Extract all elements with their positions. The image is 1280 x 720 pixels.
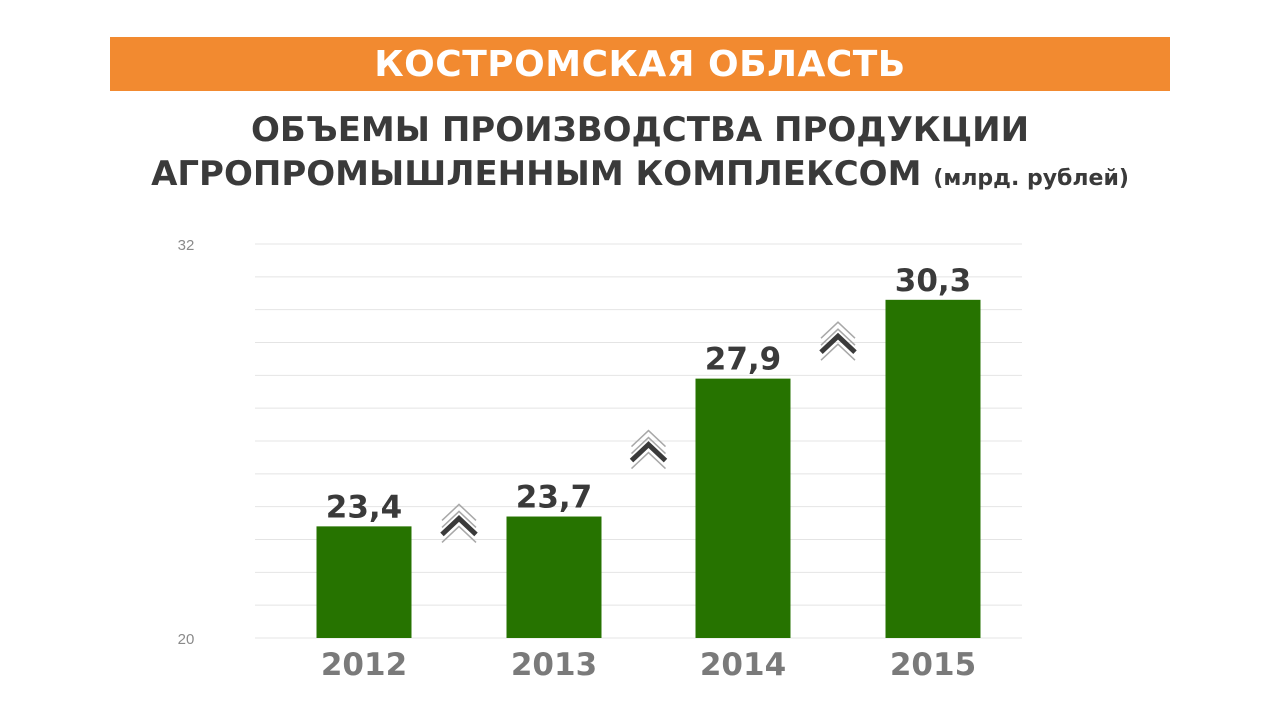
category-label: 2013	[511, 647, 597, 683]
chevron-stroke	[820, 321, 856, 339]
chevron-stroke	[441, 503, 477, 521]
chart-title-line2: АГРОПРОМЫШЛЕННЫМ КОМПЛЕКСОМ	[151, 154, 922, 194]
double-chevron-up-icon	[819, 321, 857, 361]
chevron-stroke	[819, 332, 857, 355]
chevron-stroke	[820, 328, 856, 346]
region-banner: КОСТРОМСКАЯ ОБЛАСТЬ	[110, 37, 1170, 91]
bar-2015	[885, 299, 981, 638]
chevron-stroke	[440, 515, 478, 537]
category-label: 2012	[321, 647, 407, 683]
double-chevron-up-icon	[629, 429, 668, 470]
chart-title: ОБЪЕМЫ ПРОИЗВОДСТВА ПРОДУКЦИИ АГРОПРОМЫШ…	[0, 108, 1280, 201]
chevron-stroke	[630, 451, 667, 470]
y-tick-label: 20	[178, 631, 195, 648]
double-chevron-up-icon	[440, 503, 478, 543]
value-label: 30,3	[895, 263, 972, 299]
chevron-stroke	[630, 429, 667, 448]
chart-unit: (млрд. рублей)	[933, 166, 1129, 191]
category-label: 2015	[890, 647, 976, 683]
value-label: 27,9	[705, 342, 782, 378]
chevron-stroke	[441, 510, 477, 528]
chevron-stroke	[820, 343, 856, 361]
chart-title-line2-wrap: АГРОПРОМЫШЛЕННЫМ КОМПЛЕКСОМ (млрд. рубле…	[0, 152, 1280, 201]
value-label: 23,4	[326, 489, 403, 525]
chevron-stroke	[630, 436, 667, 455]
region-title: КОСТРОМСКАЯ ОБЛАСТЬ	[374, 43, 906, 85]
bar-2012	[316, 526, 412, 638]
chart-title-line1: ОБЪЕМЫ ПРОИЗВОДСТВА ПРОДУКЦИИ	[250, 110, 1030, 150]
value-label: 23,7	[516, 480, 593, 516]
category-label: 2014	[700, 647, 786, 683]
chevron-stroke	[441, 525, 477, 543]
y-tick-label: 32	[178, 237, 195, 254]
bar-2014	[695, 378, 791, 638]
bar-2013	[506, 516, 602, 638]
chevron-stroke	[629, 441, 668, 463]
